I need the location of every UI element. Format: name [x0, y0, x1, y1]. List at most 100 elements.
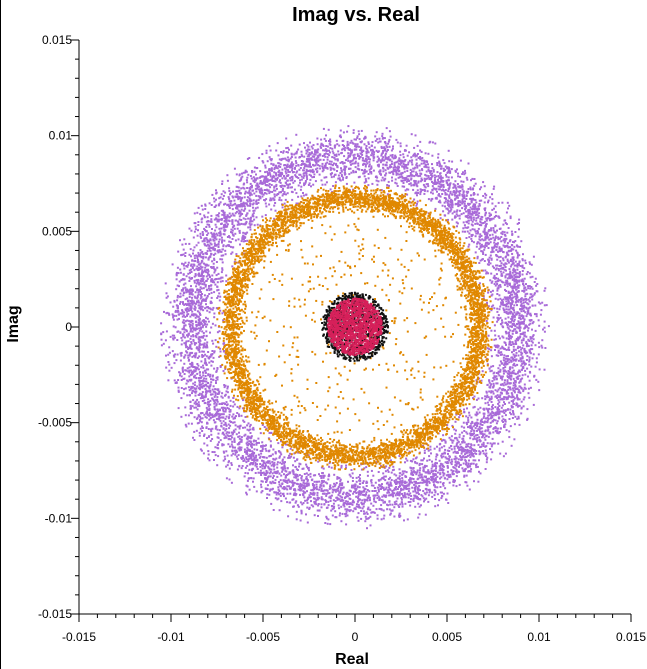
- data-point: [309, 496, 312, 498]
- data-point: [416, 189, 419, 192]
- data-point: [448, 455, 451, 458]
- data-point: [348, 497, 351, 500]
- data-point: [219, 416, 222, 419]
- data-point: [333, 485, 336, 488]
- data-point: [258, 441, 260, 444]
- data-point: [204, 402, 207, 404]
- data-point: [189, 271, 191, 274]
- data-point: [213, 350, 216, 353]
- data-point: [369, 158, 371, 161]
- data-point: [441, 452, 444, 455]
- data-point: [231, 195, 234, 198]
- data-point: [507, 408, 510, 411]
- data-point: [497, 201, 500, 204]
- data-point: [479, 259, 482, 262]
- data-point: [259, 455, 262, 458]
- data-point: [468, 232, 471, 235]
- data-point: [277, 165, 280, 168]
- data-point: [446, 492, 449, 495]
- data-point: [194, 273, 197, 275]
- data-point: [224, 352, 227, 355]
- data-point: [504, 281, 507, 284]
- data-point: [187, 354, 190, 357]
- data-point: [502, 410, 504, 413]
- data-point: [228, 435, 230, 438]
- data-point: [265, 205, 268, 208]
- data-point: [265, 427, 268, 430]
- data-point: [443, 439, 446, 442]
- data-point: [406, 492, 409, 495]
- data-point: [438, 499, 441, 502]
- data-point: [509, 372, 512, 375]
- data-point: [366, 527, 368, 530]
- data-point: [380, 518, 383, 521]
- data-point: [194, 316, 197, 319]
- data-point: [467, 442, 470, 445]
- data-point: [455, 443, 458, 446]
- data-point: [232, 421, 235, 424]
- data-point: [364, 178, 367, 181]
- data-point: [362, 510, 365, 513]
- data-point: [501, 392, 503, 395]
- data-point: [378, 137, 381, 140]
- data-point: [253, 170, 256, 173]
- data-point: [280, 151, 283, 153]
- data-point: [512, 349, 515, 352]
- data-point: [339, 495, 342, 498]
- data-point: [414, 486, 417, 489]
- data-point: [505, 305, 508, 308]
- data-point: [331, 514, 334, 517]
- data-point: [224, 393, 227, 396]
- data-point: [225, 274, 228, 277]
- data-point: [223, 437, 226, 440]
- data-point: [431, 188, 434, 191]
- data-point: [497, 250, 499, 253]
- data-point: [511, 366, 514, 369]
- data-point: [298, 168, 301, 171]
- data-point: [486, 236, 489, 239]
- data-point: [540, 344, 543, 347]
- data-point: [382, 472, 385, 475]
- data-point: [461, 458, 464, 461]
- data-point: [506, 379, 509, 382]
- data-point: [331, 150, 334, 153]
- data-point: [487, 404, 490, 406]
- data-point: [202, 324, 204, 327]
- data-point: [193, 257, 196, 260]
- data-point: [514, 385, 517, 388]
- data-point: [295, 518, 298, 521]
- data-point: [361, 151, 364, 154]
- data-point: [503, 362, 506, 365]
- data-point: [199, 417, 202, 420]
- data-point: [162, 342, 165, 345]
- data-point: [253, 192, 256, 195]
- data-point: [207, 457, 209, 460]
- data-point: [434, 461, 437, 464]
- data-point: [347, 125, 350, 128]
- data-point: [380, 153, 383, 156]
- x-tick-label: 0.015: [616, 630, 646, 644]
- data-point: [511, 278, 514, 281]
- data-point: [205, 220, 208, 223]
- data-point: [493, 375, 496, 378]
- data-point: [210, 247, 213, 249]
- data-point: [465, 215, 468, 218]
- data-point: [465, 443, 468, 446]
- data-point: [223, 433, 226, 436]
- data-point: [222, 319, 225, 322]
- data-point: [425, 183, 428, 186]
- data-point: [380, 499, 383, 502]
- data-point: [471, 428, 474, 431]
- data-point: [439, 164, 442, 167]
- chart-title: Imag vs. Real: [292, 4, 420, 26]
- data-point: [223, 455, 226, 458]
- data-point: [490, 227, 493, 230]
- data-point: [210, 326, 213, 329]
- data-point: [281, 168, 284, 171]
- data-point: [306, 521, 309, 524]
- data-point: [221, 312, 224, 315]
- data-point: [365, 517, 368, 520]
- data-point: [478, 247, 481, 250]
- data-point: [277, 162, 280, 165]
- data-point: [467, 162, 470, 165]
